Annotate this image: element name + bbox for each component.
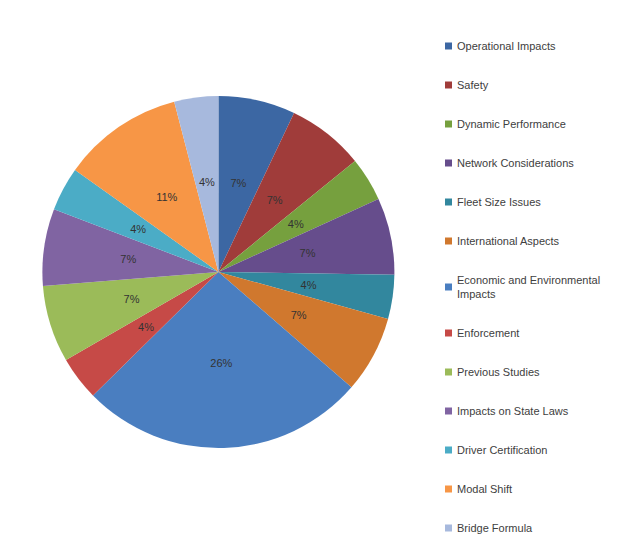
svg-text:Impacts on State Laws: Impacts on State Laws <box>457 405 569 417</box>
svg-text:26%: 26% <box>210 357 232 369</box>
svg-text:7%: 7% <box>291 309 307 321</box>
svg-text:International Aspects: International Aspects <box>457 235 560 247</box>
svg-text:7%: 7% <box>300 247 316 259</box>
svg-text:Enforcement: Enforcement <box>457 327 519 339</box>
svg-text:7%: 7% <box>124 293 140 305</box>
svg-text:Operational Impacts: Operational Impacts <box>457 40 556 52</box>
svg-text:Impacts: Impacts <box>457 288 496 300</box>
svg-text:Modal Shift: Modal Shift <box>457 483 512 495</box>
svg-text:Economic and Environmental: Economic and Environmental <box>457 274 603 286</box>
svg-text:Driver Certification: Driver Certification <box>457 444 547 456</box>
svg-text:4%: 4% <box>199 176 215 188</box>
svg-text:4%: 4% <box>138 321 154 333</box>
svg-text:7%: 7% <box>120 253 136 265</box>
svg-text:11%: 11% <box>156 191 177 203</box>
svg-text:Safety: Safety <box>457 79 489 91</box>
svg-text:Network Considerations: Network Considerations <box>457 157 574 169</box>
svg-text:Bridge Formula: Bridge Formula <box>457 522 533 534</box>
svg-text:4%: 4% <box>288 218 304 230</box>
svg-text:4%: 4% <box>301 279 317 291</box>
svg-text:Fleet Size Issues: Fleet Size Issues <box>457 196 541 208</box>
svg-text:7%: 7% <box>230 177 246 189</box>
svg-text:4%: 4% <box>130 223 146 235</box>
svg-text:Previous Studies: Previous Studies <box>457 366 540 378</box>
svg-text:7%: 7% <box>267 194 283 206</box>
svg-text:Dynamic Performance: Dynamic Performance <box>457 118 566 130</box>
